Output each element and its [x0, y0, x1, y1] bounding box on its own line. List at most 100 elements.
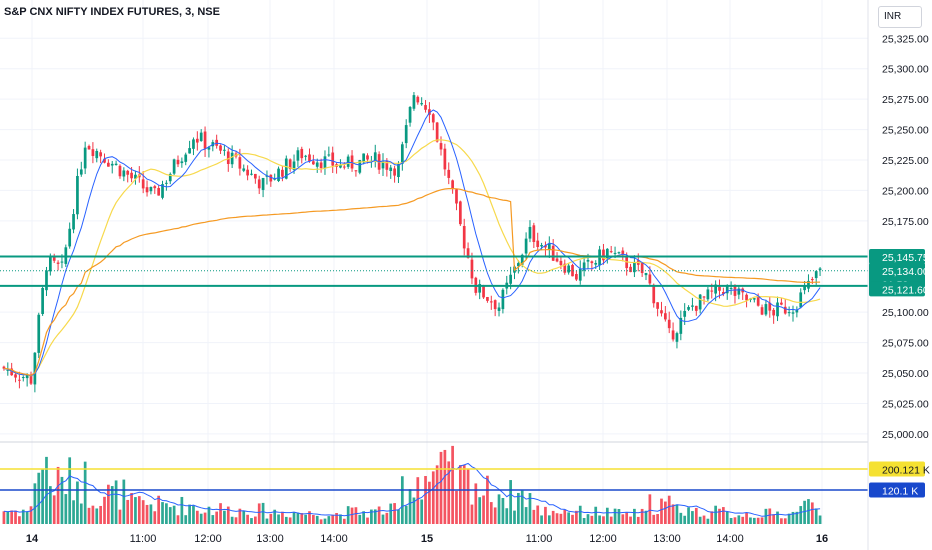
candle-body	[60, 261, 64, 263]
volume-bar	[621, 514, 625, 524]
candle-body	[567, 265, 571, 273]
volume-bar	[547, 515, 551, 524]
volume-bar	[408, 489, 412, 524]
volume-bar	[265, 518, 269, 524]
volume-bar	[586, 514, 590, 524]
volume-bar	[64, 494, 68, 524]
upper-level-tag	[869, 248, 925, 264]
volume-bar	[749, 517, 752, 524]
volume-bar	[737, 515, 741, 524]
volume-bar	[366, 517, 369, 524]
candle-body	[528, 226, 532, 239]
candle-body	[319, 162, 323, 169]
price-axis-label: 25,325.00	[882, 33, 929, 45]
candle-body	[818, 268, 822, 270]
candle-body	[663, 313, 667, 320]
candle-body	[752, 298, 756, 300]
candle-body	[400, 144, 404, 164]
volume-bar	[443, 449, 447, 524]
candle-body	[524, 238, 528, 254]
time-axis-label: 11:00	[130, 533, 157, 545]
volume-bar	[137, 496, 141, 524]
candle-body	[45, 270, 48, 291]
candle-body	[180, 161, 184, 164]
candle-body	[555, 258, 559, 262]
candle-body	[520, 254, 524, 265]
volume-bar	[509, 480, 512, 524]
volume-bar	[377, 506, 381, 524]
volume-bar	[466, 468, 470, 524]
volume-bar	[87, 507, 91, 524]
candle-body	[493, 300, 497, 310]
symbol-title[interactable]: S&P CNX NIFTY INDEX FUTURES, 3, NSE	[4, 6, 220, 18]
candle-body	[141, 179, 145, 189]
time-axis-label: 13:00	[653, 533, 681, 545]
volume-bar	[296, 512, 300, 524]
price-axis-label: 25,100.00	[882, 307, 929, 319]
volume-ma-line	[3, 462, 821, 517]
volume-bar	[648, 494, 652, 524]
volume-bar	[528, 493, 532, 524]
candle-body	[698, 294, 702, 310]
price-axis-label: 25,000.00	[882, 429, 929, 441]
volume-bar	[482, 495, 485, 524]
candle-body	[404, 125, 408, 144]
candle-body	[91, 149, 95, 156]
volume-bar	[56, 466, 60, 524]
volume-bar	[609, 516, 613, 524]
volume-bar	[474, 483, 478, 524]
candle-body	[633, 262, 636, 273]
price-axis-label: 25,275.00	[882, 94, 929, 106]
candle-body	[346, 156, 350, 167]
candle-body	[458, 201, 462, 225]
candle-body	[99, 152, 102, 157]
volume-bar	[629, 516, 632, 524]
volume-bar	[226, 506, 230, 524]
volume-bar	[130, 492, 133, 524]
volume-bar	[300, 513, 304, 524]
candle-body	[412, 95, 416, 109]
candle-body	[760, 307, 764, 315]
volume-bar	[702, 515, 706, 524]
candle-body	[110, 163, 114, 166]
candle-body	[443, 148, 447, 170]
candle-body	[424, 105, 427, 110]
candle-body	[130, 172, 133, 179]
candle-body	[563, 263, 567, 273]
candle-body	[613, 252, 617, 254]
candle-body	[575, 274, 578, 280]
candle-body	[756, 295, 760, 306]
volume-bar	[257, 503, 261, 524]
volume-bar	[536, 505, 540, 524]
volume-bar	[107, 484, 110, 524]
volume-bar	[207, 506, 211, 524]
price-axis-label: 25,025.00	[882, 398, 929, 410]
candle-body	[729, 287, 733, 289]
candle-body	[799, 292, 803, 308]
volume-bar	[219, 503, 222, 524]
volume-bar	[513, 510, 516, 524]
volume-bar	[520, 490, 524, 524]
upper-level-tag-text: 25,145.75	[882, 252, 929, 264]
price-axis-label: 25,225.00	[882, 155, 929, 167]
volume-bar	[780, 518, 783, 524]
currency-selector[interactable]: INR	[878, 6, 922, 28]
candle-body	[381, 161, 385, 169]
volume-bar	[582, 518, 586, 524]
candle-body	[72, 214, 75, 230]
volume-bar	[292, 511, 296, 524]
candle-body	[87, 146, 91, 150]
volume-bar	[617, 509, 621, 524]
candle-body	[362, 153, 366, 163]
volume-bar	[370, 509, 373, 524]
candle-body	[354, 170, 358, 172]
candle-body	[393, 168, 396, 176]
volume-bar	[358, 514, 362, 524]
volume-bar	[656, 514, 659, 524]
candle-body	[447, 169, 451, 178]
volume-bar	[48, 486, 52, 524]
candle-body	[718, 286, 721, 291]
volume-bar	[6, 511, 10, 524]
volume-bar	[76, 481, 79, 524]
